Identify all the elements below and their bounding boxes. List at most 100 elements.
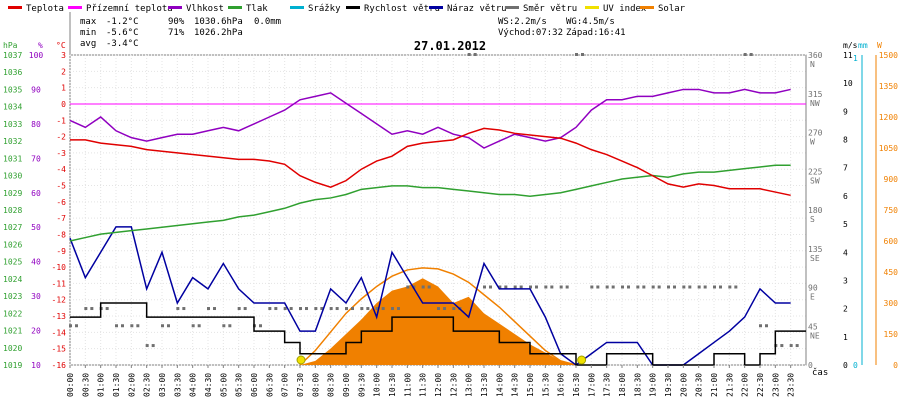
- legend-swatch-3: [228, 6, 242, 9]
- sunset-marker: [577, 355, 587, 365]
- x-tick-label: 18:30: [633, 373, 642, 397]
- x-tick-label: 10:00: [373, 373, 382, 397]
- x-tick-label: 02:30: [143, 373, 152, 397]
- x-tick-label: 17:30: [603, 373, 612, 397]
- legend-label-1: Přízemní teplota: [86, 4, 173, 14]
- w-tick: 450: [884, 268, 899, 277]
- dir-tick: 270: [808, 129, 823, 138]
- wind-dir-point: [161, 324, 164, 328]
- ms-tick: 10: [843, 79, 853, 88]
- wind-dir-point: [734, 285, 738, 289]
- stat-sunrise: Východ:07:32: [498, 28, 563, 38]
- dir-letter: NE: [810, 331, 820, 340]
- hum-tick: 50: [31, 223, 41, 232]
- wind-dir-point: [437, 307, 440, 311]
- wind-dir-point: [75, 324, 78, 328]
- x-tick-label: 00:00: [66, 373, 75, 397]
- x-tick-label: 23:30: [787, 373, 796, 397]
- wind-dir-point: [105, 307, 109, 311]
- dir-tick: 0: [808, 361, 813, 370]
- wind-dir-point: [443, 307, 446, 311]
- wind-dir-point: [197, 324, 201, 328]
- temp-tick: -6: [56, 198, 66, 207]
- wind-dir-point: [345, 307, 348, 311]
- wind-dir-point: [243, 307, 247, 311]
- temp-tick: -13: [52, 312, 67, 321]
- temp-tick: -11: [52, 279, 67, 288]
- temp-tick: -14: [52, 328, 67, 337]
- wind-dir-point: [636, 285, 640, 289]
- x-tick-label: 12:30: [449, 373, 458, 397]
- wind-dir-point: [519, 285, 523, 289]
- w-tick: 1350: [879, 82, 898, 91]
- x-axis: 00:00 00:30 01:00 01:30 02:00 02:30 03:00 03:30…: [66, 365, 796, 397]
- wind-dir-point: [559, 285, 563, 289]
- legend-swatch-8: [585, 6, 599, 9]
- wind-dir-point: [682, 285, 686, 289]
- stat-min-press: 1026.2hPa: [194, 28, 243, 38]
- dir-tick: 225: [808, 167, 823, 176]
- ms-unit: m/s: [843, 41, 858, 50]
- dir-letter: NW: [810, 99, 820, 108]
- wind-dir-point: [167, 324, 170, 328]
- w-tick: 0: [893, 361, 898, 370]
- wind-dir-point: [90, 307, 94, 311]
- x-tick-label: 09:30: [357, 373, 366, 397]
- hpa-tick: 1023: [3, 292, 22, 301]
- legend-swatch-2: [168, 6, 182, 9]
- temp-tick: -4: [56, 165, 66, 174]
- wind-dir-point: [780, 344, 784, 348]
- hpa-tick: 1021: [3, 327, 22, 336]
- wind-dir-point: [329, 307, 333, 311]
- w-tick: 750: [884, 206, 899, 215]
- wind-dir-point: [605, 285, 609, 289]
- hpa-tick: 1024: [3, 275, 22, 284]
- hpa-tick: 1022: [3, 309, 22, 318]
- wind-dir-point: [314, 307, 318, 311]
- dir-tick: 180: [808, 206, 823, 215]
- legend-label-2: Vlhkost: [186, 4, 224, 14]
- w-tick: 150: [884, 330, 899, 339]
- hpa-tick: 1028: [3, 206, 22, 215]
- wind-dir-point: [427, 285, 431, 289]
- wind-dir-point: [283, 307, 287, 311]
- stat-min-temp: -5.6°C: [106, 28, 139, 38]
- x-tick-label: 19:00: [649, 373, 658, 397]
- wind-dir-point: [611, 285, 615, 289]
- wind-dir-point: [381, 307, 385, 311]
- x-tick-label: 07:30: [296, 373, 305, 397]
- wind-dir-point: [274, 307, 278, 311]
- stat-wg: WG:4.5m/s: [566, 17, 615, 27]
- wind-dir-point: [121, 324, 124, 328]
- wind-dir-point: [529, 285, 532, 289]
- wind-dir-point: [335, 307, 339, 311]
- x-tick-label: 21:30: [725, 373, 734, 397]
- wind-dir-point: [728, 285, 732, 289]
- wind-dir-point: [207, 307, 210, 311]
- hum-tick: 40: [31, 258, 41, 267]
- wind-dir-point: [765, 324, 768, 328]
- wind-dir-point: [719, 285, 722, 289]
- x-tick-label: 04:00: [189, 373, 198, 397]
- legend-swatch-4: [290, 6, 304, 9]
- w-tick: 600: [884, 237, 899, 246]
- legend-label-8: UV index: [603, 4, 647, 14]
- temp-tick: -1: [56, 116, 66, 125]
- legend-swatch-9: [640, 6, 654, 9]
- x-tick-label: 03:30: [173, 373, 182, 397]
- legend-label-6: Náraz větru: [447, 4, 507, 14]
- wind-dir-point: [391, 307, 394, 311]
- wind-dir-point: [305, 307, 308, 311]
- stat-min-label: min: [80, 28, 96, 38]
- dir-tick: 135: [808, 245, 823, 254]
- w-tick: 1050: [879, 144, 898, 153]
- wind-dir-point: [713, 285, 716, 289]
- wind-dir-point: [191, 324, 195, 328]
- axes: hPa1037103610351034103310321031103010291…: [3, 12, 898, 370]
- temp-tick: -9: [56, 247, 66, 256]
- wind-dir-point: [544, 285, 548, 289]
- dir-letter: N: [810, 60, 815, 69]
- hum-tick: 80: [31, 120, 41, 129]
- x-tick-label: 21:00: [710, 373, 719, 397]
